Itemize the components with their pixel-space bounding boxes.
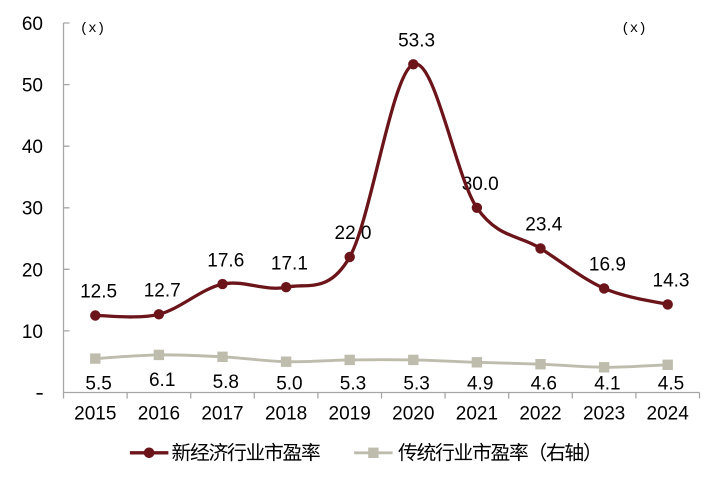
svg-text:12.7: 12.7 <box>144 281 181 302</box>
svg-text:2021: 2021 <box>456 404 498 425</box>
svg-text:17.1: 17.1 <box>271 253 308 274</box>
svg-text:2016: 2016 <box>138 404 180 425</box>
svg-text:(x): (x) <box>80 21 105 37</box>
svg-text:22.0: 22.0 <box>335 223 372 244</box>
svg-text:53.3: 53.3 <box>398 31 435 52</box>
svg-text:5.0: 5.0 <box>276 374 302 395</box>
svg-text:23.4: 23.4 <box>525 215 562 236</box>
svg-text:(x): (x) <box>621 21 646 37</box>
svg-text:6.1: 6.1 <box>149 370 175 391</box>
svg-text:14.3: 14.3 <box>653 271 690 292</box>
svg-text:4.6: 4.6 <box>531 374 557 395</box>
svg-text:40: 40 <box>22 137 43 158</box>
svg-text:4.1: 4.1 <box>594 374 620 395</box>
svg-text:2020: 2020 <box>392 404 434 425</box>
svg-text:30.0: 30.0 <box>462 174 499 195</box>
svg-text:12.5: 12.5 <box>80 282 117 303</box>
svg-text:5.3: 5.3 <box>340 374 366 395</box>
svg-text:2023: 2023 <box>583 404 625 425</box>
svg-text:20: 20 <box>22 260 43 281</box>
svg-text:2015: 2015 <box>74 404 116 425</box>
svg-text:4.5: 4.5 <box>658 374 684 395</box>
svg-text:5.3: 5.3 <box>403 374 429 395</box>
svg-text:2018: 2018 <box>265 404 307 425</box>
svg-text:50: 50 <box>22 76 43 97</box>
svg-text:2022: 2022 <box>519 404 561 425</box>
svg-text:16.9: 16.9 <box>589 255 626 276</box>
svg-text:30: 30 <box>22 199 43 220</box>
svg-text:60: 60 <box>22 14 43 35</box>
svg-text:17.6: 17.6 <box>207 250 244 271</box>
svg-text:10: 10 <box>22 322 43 343</box>
svg-text:5.5: 5.5 <box>85 374 111 395</box>
svg-text:2017: 2017 <box>201 404 243 425</box>
svg-text:4.9: 4.9 <box>467 374 493 395</box>
svg-text:2024: 2024 <box>647 404 690 425</box>
svg-text:2019: 2019 <box>329 404 371 425</box>
svg-text:5.8: 5.8 <box>213 372 239 393</box>
